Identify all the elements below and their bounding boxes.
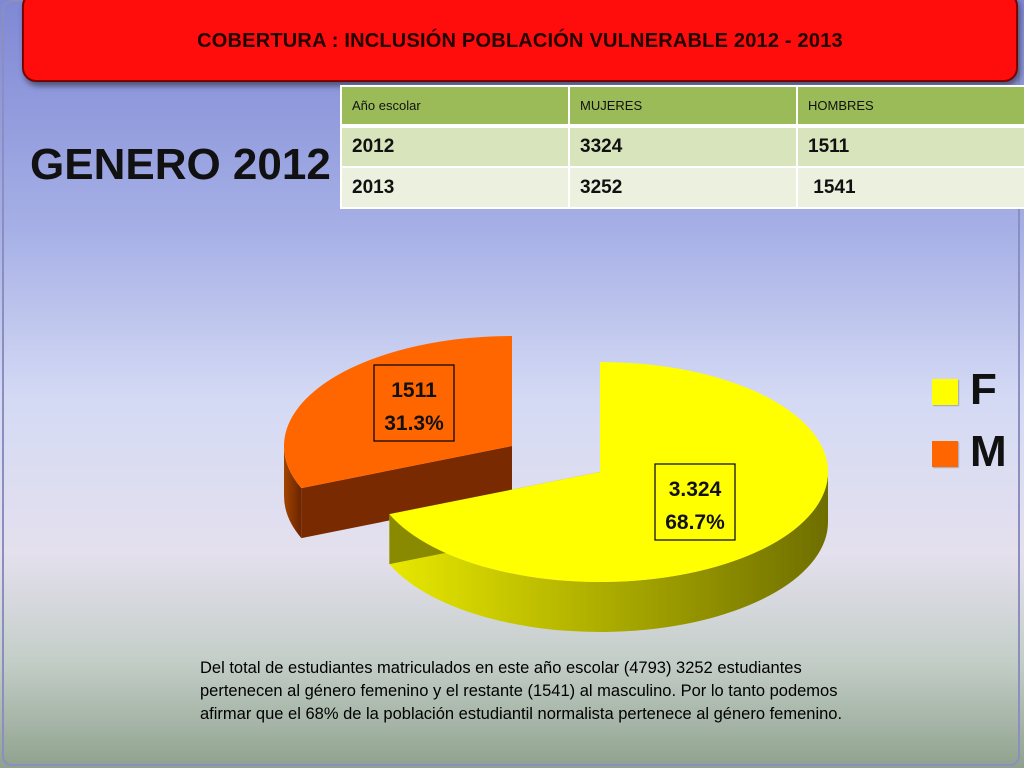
page-title: GENERO 2012 (30, 140, 331, 189)
data-label-value-m: 1511 (391, 379, 437, 402)
pie-side-f (389, 472, 828, 632)
cell-men: 1541 (796, 166, 1024, 209)
legend-swatch-f (932, 379, 958, 405)
data-label-percent-f: 68.7% (665, 511, 725, 534)
legend-label-f: F (970, 365, 997, 414)
pie-cut-m (301, 446, 512, 539)
table-row: 2012 3324 1511 (340, 124, 1024, 168)
table-row: 2013 3252 1541 (340, 166, 1024, 209)
header-men: HOMBRES (796, 85, 1024, 127)
table-header-row: Año escolar MUJERES HOMBRES (340, 85, 1024, 127)
data-label-percent-m: 31.3% (384, 412, 444, 435)
pie-side-m (284, 446, 302, 539)
pie-slice-f (389, 362, 828, 632)
legend-swatch-m (932, 441, 958, 467)
header-year: Año escolar (340, 85, 570, 127)
description-text: Del total de estudiantes matriculados en… (200, 659, 843, 723)
cell-year: 2012 (340, 124, 570, 168)
cell-women: 3324 (568, 124, 798, 168)
header-women: MUJERES (568, 85, 798, 127)
data-label-f: 3.324 68.7% (654, 463, 736, 541)
cell-men: 1511 (796, 124, 1024, 168)
pie-slice-m (284, 336, 512, 539)
data-label-value-f: 3.324 (669, 478, 722, 501)
banner-title: COBERTURA : INCLUSIÓN POBLACIÓN VULNERAB… (197, 30, 843, 52)
cell-women: 3252 (568, 166, 798, 209)
enrollment-table: Año escolar MUJERES HOMBRES 2012 3324 15… (340, 85, 1024, 209)
title-banner: COBERTURA : INCLUSIÓN POBLACIÓN VULNERAB… (22, 0, 1018, 82)
cell-year: 2013 (340, 166, 570, 209)
data-label-m: 1511 31.3% (373, 364, 455, 442)
pie-top-f (389, 362, 828, 582)
pie-top-m (284, 336, 512, 489)
legend-label-m: M (970, 427, 1007, 476)
